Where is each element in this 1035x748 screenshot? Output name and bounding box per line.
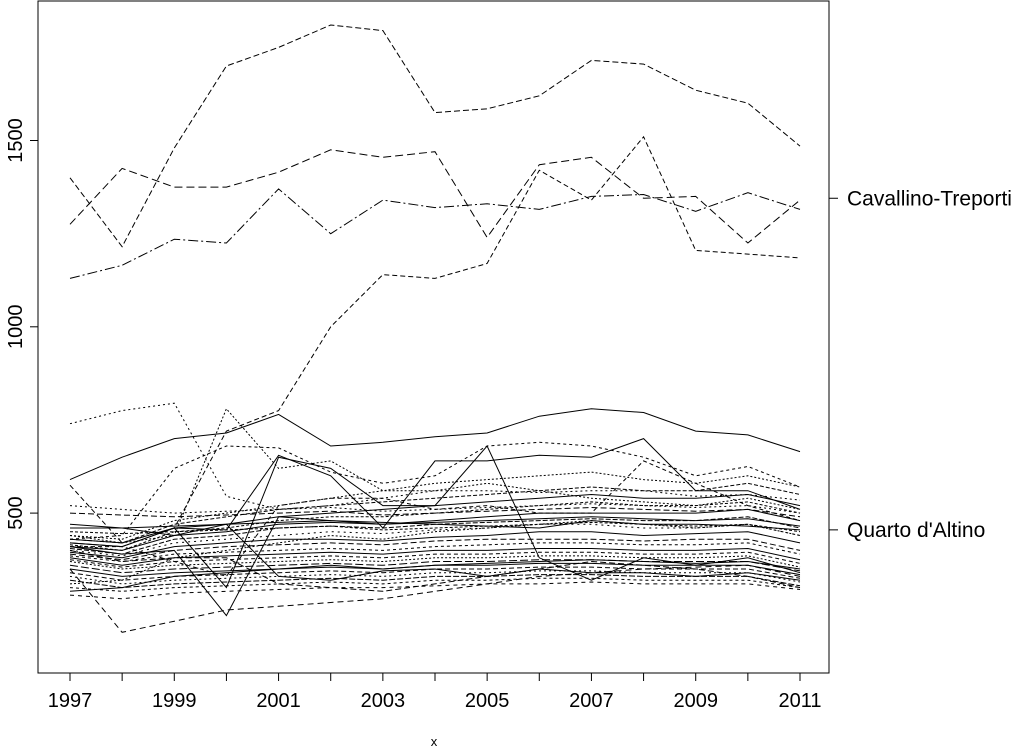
series-line-1 — [69, 24, 801, 248]
x-axis-title: x — [431, 734, 438, 748]
x-tick-label: 2011 — [778, 690, 821, 712]
series-line-31 — [69, 581, 801, 600]
x-tick-label: 1999 — [152, 690, 197, 712]
series-line-12 — [69, 471, 801, 540]
series-line-38 — [70, 523, 801, 581]
series-line-10 — [69, 564, 801, 633]
series-line-16 — [69, 508, 801, 551]
series-line-24 — [69, 555, 801, 570]
series-line-35 — [69, 506, 801, 518]
series-line-21 — [69, 542, 801, 563]
series-line-15 — [69, 501, 801, 551]
x-tick-label: 2003 — [361, 690, 406, 712]
series-line-9 — [69, 516, 801, 617]
series-line-27 — [69, 566, 801, 581]
series-line-17 — [69, 516, 801, 555]
series-line-22 — [69, 547, 801, 566]
right-series-label: Cavallino-Treporti — [847, 187, 1012, 210]
series-line-29 — [69, 574, 801, 589]
series-line-23 — [69, 551, 801, 568]
x-axis: 1997 1999 2001 2003 2005 2007 2009 2011 — [48, 672, 822, 712]
series-line-20 — [69, 538, 801, 561]
series-line-3 — [69, 188, 801, 279]
y-tick-label: 500 — [5, 496, 27, 529]
x-tick-label: 1997 — [48, 690, 93, 712]
right-series-label: Quarto d'Altino — [847, 519, 985, 542]
y-axis: 500 1000 1500 — [5, 118, 39, 530]
series-line-28 — [69, 570, 801, 585]
series-line-11 — [69, 549, 801, 592]
y-tick-label: 1000 — [5, 305, 27, 350]
series-line-36 — [69, 516, 801, 529]
series-line-39 — [69, 445, 801, 589]
series-line-2 — [69, 149, 801, 244]
series-line-6 — [69, 402, 801, 510]
series-line-19 — [69, 531, 801, 559]
x-tick-label: 2009 — [673, 690, 718, 712]
series-line-25 — [69, 559, 801, 574]
series-line-30 — [69, 577, 801, 592]
series-line-18 — [69, 523, 801, 557]
series-line-40 — [70, 460, 801, 577]
series-line-8 — [69, 438, 801, 548]
series-layer — [69, 24, 801, 633]
series-line-4 — [69, 135, 801, 544]
x-tick-label: 2007 — [569, 690, 614, 712]
series-line-13 — [69, 482, 801, 544]
series-line-37 — [69, 521, 801, 535]
series-line-7 — [69, 441, 801, 540]
y-tick-label: 1500 — [5, 118, 27, 163]
right-axis: Cavallino-Treporti Quarto d'Altino — [829, 187, 1012, 542]
x-tick-label: 2005 — [465, 690, 510, 712]
x-tick-label: 2001 — [256, 690, 301, 712]
series-line-5 — [69, 408, 801, 481]
